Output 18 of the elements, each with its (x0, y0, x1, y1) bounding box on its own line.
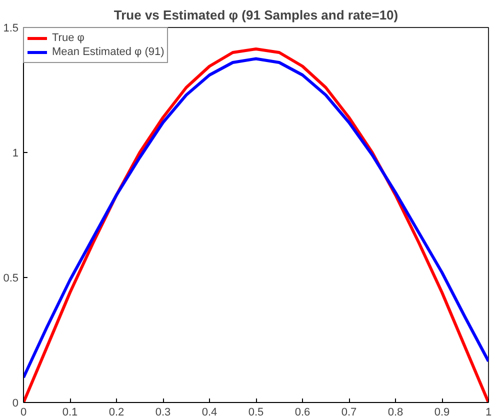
y-tick-label: 0.5 (3, 272, 19, 284)
x-tick-label: 0.7 (341, 406, 357, 418)
x-tick-label: 0.8 (388, 406, 404, 418)
x-tick-label: 0.2 (108, 406, 124, 418)
x-tick-label: 0.9 (434, 406, 450, 418)
x-tick-label: 1 (485, 406, 492, 418)
x-tick-label: 0.3 (155, 406, 171, 418)
x-tick-label: 0.5 (248, 406, 264, 418)
legend-label: Mean Estimated φ (91) (52, 45, 164, 59)
chart-title: True vs Estimated φ (91 Samples and rate=10) (114, 8, 398, 22)
x-tick-label: 0.4 (202, 406, 218, 418)
x-tick-label: 0.1 (62, 406, 78, 418)
legend-label: True φ (52, 31, 84, 45)
x-tick-label: 0.6 (294, 406, 310, 418)
y-tick-label: 1.5 (3, 22, 19, 34)
y-tick-label: 0 (12, 398, 19, 410)
y-tick-label: 1 (12, 148, 19, 160)
x-tick-label: 0 (20, 406, 27, 418)
